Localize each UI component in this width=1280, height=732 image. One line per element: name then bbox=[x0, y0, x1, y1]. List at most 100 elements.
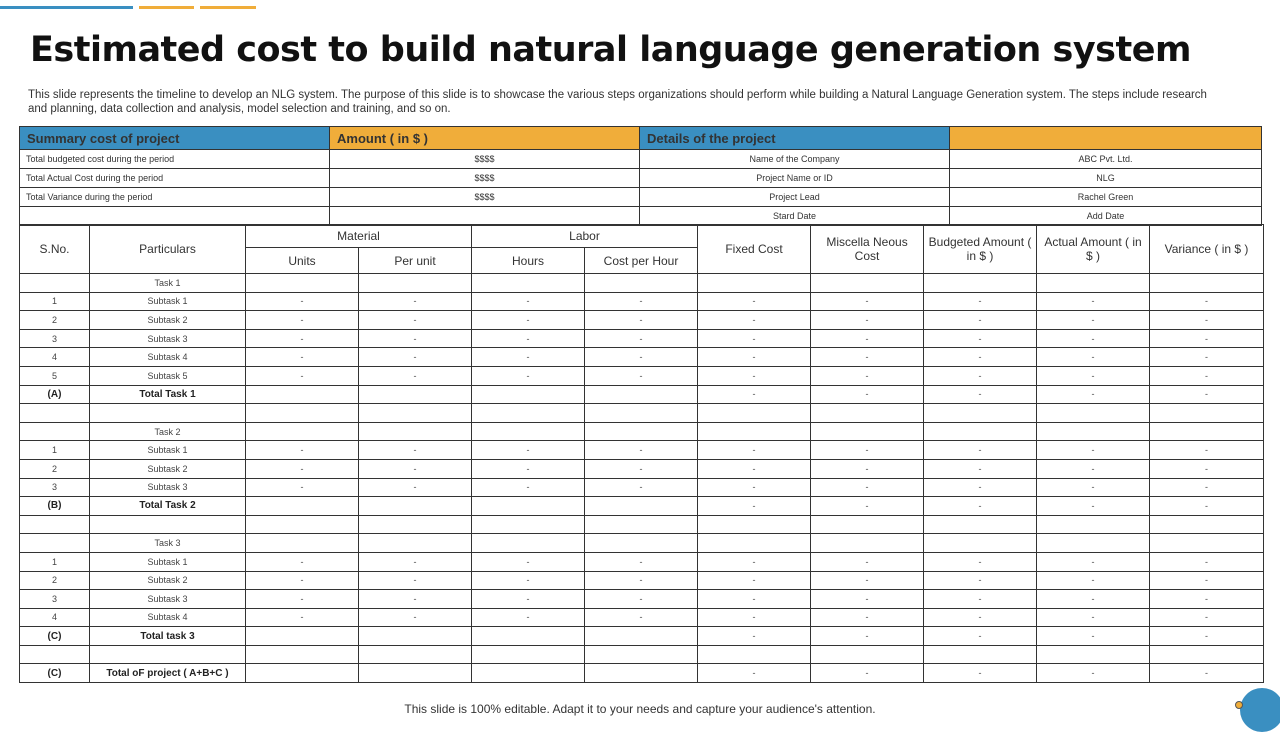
table-cell: - bbox=[358, 328, 472, 349]
table-cell: Subtask 2 bbox=[89, 310, 246, 330]
header-units: Units bbox=[245, 247, 359, 274]
table-row: 4 Subtask 4--------- bbox=[19, 347, 1265, 367]
summary-cell: Project Name or ID bbox=[639, 168, 950, 188]
table-cell bbox=[358, 626, 472, 646]
table-cell: - bbox=[923, 477, 1038, 498]
table-cell: - bbox=[923, 589, 1038, 609]
table-cell bbox=[810, 533, 925, 553]
table-cell: (C) bbox=[19, 626, 90, 646]
table-cell bbox=[245, 403, 359, 423]
table-cell: Subtask 3 bbox=[89, 589, 246, 609]
summary-cell: Total Actual Cost during the period bbox=[19, 168, 330, 188]
summary-cell: Total Variance during the period bbox=[19, 187, 330, 207]
table-cell bbox=[923, 421, 1038, 442]
table-cell: - bbox=[583, 607, 699, 628]
table-cell: - bbox=[358, 607, 472, 628]
table-cell: Subtask 5 bbox=[89, 365, 246, 386]
table-cell bbox=[19, 403, 90, 423]
table-cell: - bbox=[358, 570, 472, 591]
table-cell bbox=[19, 644, 90, 665]
table-cell bbox=[923, 273, 1038, 293]
table-cell: - bbox=[1149, 626, 1265, 646]
summary-row: Total budgeted cost during the period $$$… bbox=[19, 149, 1262, 169]
summary-cell: Total budgeted cost during the period bbox=[19, 149, 330, 169]
table-cell: (B) bbox=[19, 496, 90, 516]
table-cell: - bbox=[245, 551, 359, 572]
table-cell: - bbox=[810, 551, 925, 572]
table-cell bbox=[89, 644, 246, 665]
table-cell: - bbox=[923, 663, 1038, 684]
table-cell: - bbox=[1149, 589, 1265, 609]
table-cell bbox=[89, 514, 246, 535]
table-cell bbox=[697, 273, 812, 293]
table-cell bbox=[923, 533, 1038, 553]
table-cell: - bbox=[810, 626, 925, 646]
table-cell bbox=[471, 626, 585, 646]
table-cell: - bbox=[1036, 626, 1151, 646]
table-cell: Subtask 1 bbox=[89, 551, 246, 572]
table-cell: Subtask 4 bbox=[89, 607, 246, 628]
table-cell: - bbox=[923, 310, 1038, 330]
table-cell: Task 2 bbox=[89, 421, 246, 442]
table-cell: - bbox=[810, 607, 925, 628]
accent-bar-blue bbox=[0, 6, 133, 9]
table-cell: - bbox=[1036, 328, 1151, 349]
table-cell: - bbox=[1149, 570, 1265, 591]
table-cell: - bbox=[697, 310, 812, 330]
table-cell: - bbox=[358, 551, 472, 572]
table-cell bbox=[471, 273, 585, 293]
summary-row: Stard Date Add Date bbox=[19, 206, 1262, 226]
table-cell: - bbox=[923, 607, 1038, 628]
table-cell bbox=[245, 384, 359, 405]
table-cell bbox=[1036, 533, 1151, 553]
table-cell: - bbox=[810, 477, 925, 498]
table-row: 2 Subtask 2--------- bbox=[19, 310, 1265, 330]
table-cell bbox=[583, 626, 699, 646]
cost-header-row: S.No. Particulars Material Labor Fixed C… bbox=[19, 224, 1265, 274]
table-cell: - bbox=[810, 291, 925, 312]
summary-cell: Add Date bbox=[949, 206, 1262, 226]
table-cell: - bbox=[358, 589, 472, 609]
table-cell bbox=[19, 421, 90, 442]
slide-title: Estimated cost to build natural language… bbox=[30, 30, 1191, 70]
table-cell: 4 bbox=[19, 607, 90, 628]
table-cell: - bbox=[1036, 291, 1151, 312]
cost-table: S.No. Particulars Material Labor Fixed C… bbox=[19, 224, 1265, 684]
table-cell: 1 bbox=[19, 551, 90, 572]
table-cell bbox=[583, 533, 699, 553]
table-row: 5 Subtask 5--------- bbox=[19, 365, 1265, 386]
table-cell: - bbox=[697, 496, 812, 516]
table-cell bbox=[471, 533, 585, 553]
slide-description: This slide represents the timeline to de… bbox=[28, 89, 1207, 115]
table-cell: - bbox=[1149, 347, 1265, 367]
table-cell: - bbox=[1149, 551, 1265, 572]
table-cell: - bbox=[1036, 458, 1151, 479]
table-cell: - bbox=[810, 440, 925, 460]
table-cell bbox=[810, 644, 925, 665]
table-cell: - bbox=[358, 440, 472, 460]
table-cell bbox=[583, 644, 699, 665]
table-cell bbox=[358, 421, 472, 442]
table-cell: 3 bbox=[19, 328, 90, 349]
table-cell: - bbox=[697, 589, 812, 609]
header-per-unit: Per unit bbox=[358, 247, 472, 274]
table-cell: - bbox=[1036, 607, 1151, 628]
table-cell: - bbox=[583, 440, 699, 460]
table-cell bbox=[810, 403, 925, 423]
summary-cell: $$$$ bbox=[329, 187, 640, 207]
table-cell bbox=[471, 403, 585, 423]
summary-header-row: Summary cost of project Amount ( in $ ) … bbox=[19, 126, 1262, 150]
table-cell bbox=[358, 644, 472, 665]
table-cell: Subtask 2 bbox=[89, 570, 246, 591]
table-row: (C) Total oF project ( A+B+C ) - - - - - bbox=[19, 663, 1265, 684]
table-cell: - bbox=[1036, 440, 1151, 460]
table-cell bbox=[1149, 533, 1265, 553]
table-cell: - bbox=[1149, 496, 1265, 516]
table-row: 1 Subtask 1--------- bbox=[19, 551, 1265, 572]
table-cell: - bbox=[471, 347, 585, 367]
table-cell bbox=[245, 496, 359, 516]
table-cell bbox=[697, 421, 812, 442]
table-cell: - bbox=[923, 291, 1038, 312]
table-cell bbox=[471, 644, 585, 665]
table-cell bbox=[583, 273, 699, 293]
